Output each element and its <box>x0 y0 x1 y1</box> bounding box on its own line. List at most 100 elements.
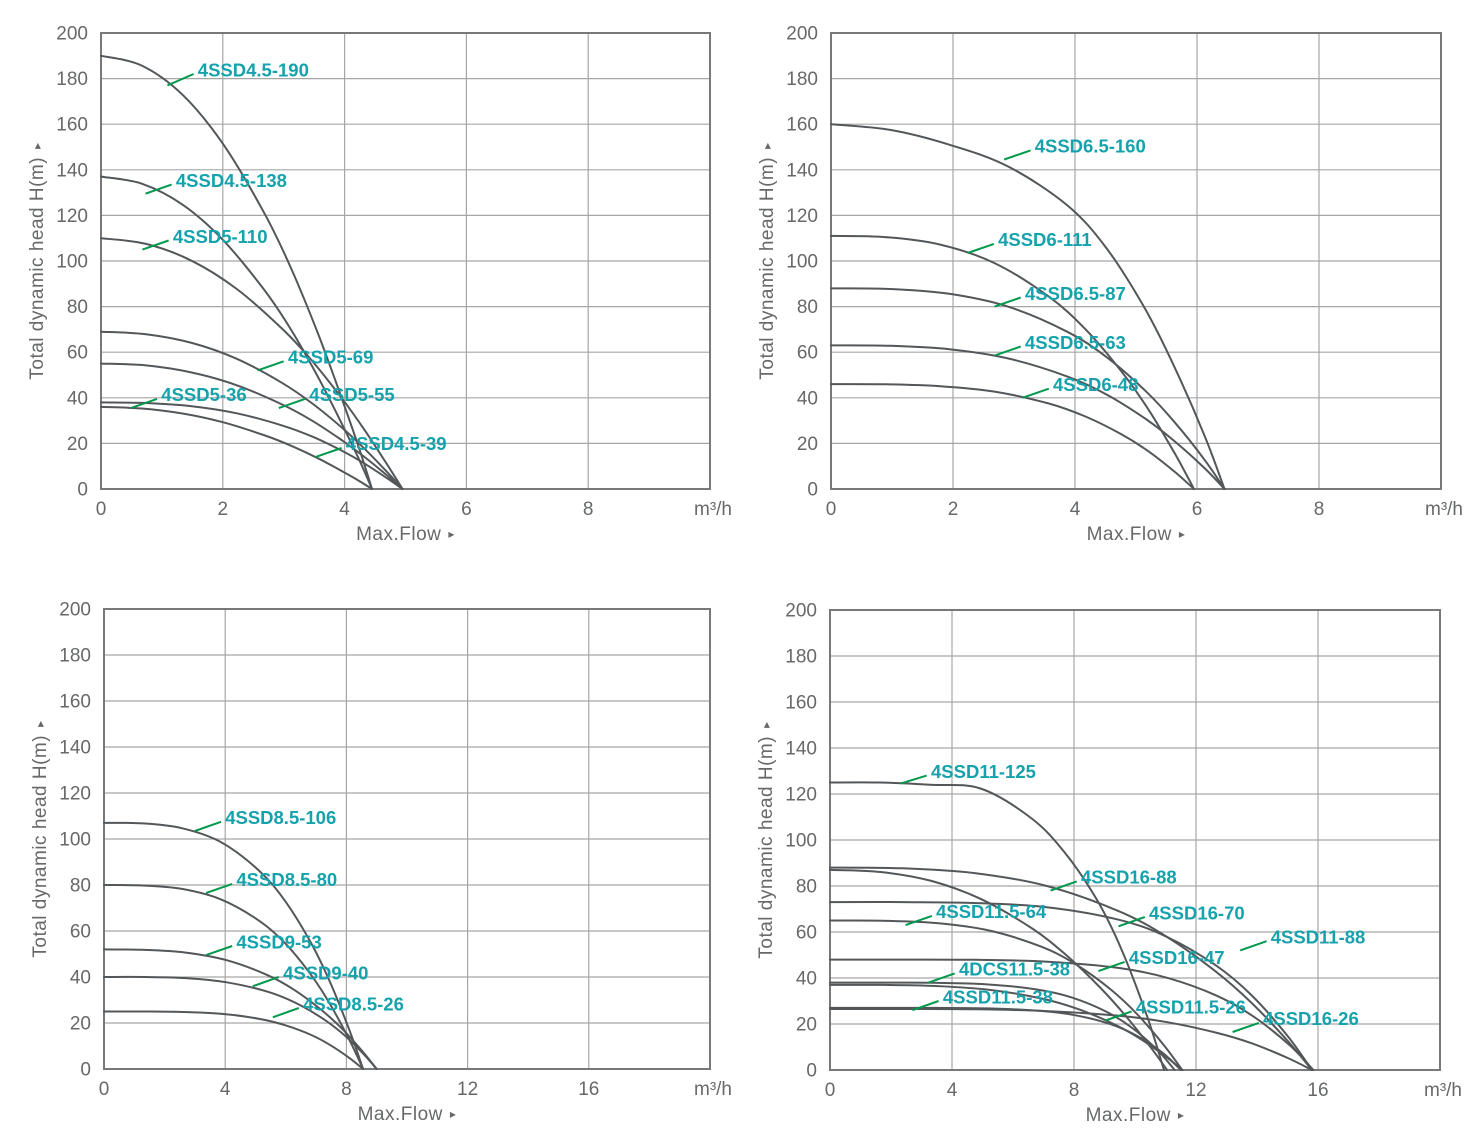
x-axis-arrow-icon: ▸ <box>1179 527 1186 541</box>
curve-label: 4SSD8.5-26 <box>303 993 404 1014</box>
label-leader-line <box>257 360 285 372</box>
curve-4SSD9-53 <box>103 948 378 1070</box>
curve-4SSD9-40 <box>103 975 378 1070</box>
y-tick-label: 160 <box>59 692 91 713</box>
chart-bottom-right: 0 20 40 60 80 100 120 140 160 180 200 0 4 8 12 16 m³/h Ma… <box>756 601 1462 1127</box>
y-tick-label: 100 <box>56 252 88 273</box>
y-tick-label: 60 <box>67 343 88 364</box>
y-tick-label: 0 <box>807 480 818 501</box>
y-tick-label: 0 <box>80 1060 91 1081</box>
label-leader-line <box>967 242 995 254</box>
x-tick-label: 2 <box>218 499 229 520</box>
x-tick-label: 8 <box>1069 1080 1080 1101</box>
label-leader-line <box>994 296 1022 308</box>
curve-4SSD6.5-160 <box>830 123 1226 490</box>
chart-top-left: 0 20 40 60 80 100 120 140 160 180 200 0 2 4 6 8 m³/h Max.… <box>27 24 732 546</box>
curve-4SSD16-70 <box>829 901 1313 1071</box>
y-tick-label: 20 <box>70 1014 91 1035</box>
y-tick-label: 140 <box>786 160 818 181</box>
y-tick-label: 40 <box>70 968 91 989</box>
y-axis-arrow-icon: ▸ <box>760 142 774 149</box>
curve-4SSD6.5-87 <box>830 287 1226 490</box>
curve-4SSD11.5-38 <box>829 983 1184 1071</box>
y-tick-label: 180 <box>785 647 817 668</box>
curve-label: 4SSD5-55 <box>309 384 394 405</box>
curve-label: 4SSD6.5-63 <box>1025 332 1126 353</box>
y-tick-label: 60 <box>797 343 818 364</box>
x-axis-unit: m³/h <box>1424 1080 1462 1101</box>
y-tick-label: 0 <box>77 480 88 501</box>
y-tick-label: 160 <box>56 115 88 136</box>
y-tick-label: 120 <box>56 206 88 227</box>
label-leader-line <box>912 1000 939 1012</box>
y-axis-label: Total dynamic head H(m)▸ <box>756 721 777 958</box>
label-leader-line <box>194 820 222 832</box>
curve-4SSD4.5-190 <box>100 54 373 490</box>
curve-label: 4SSD9-40 <box>283 962 368 983</box>
y-tick-label: 120 <box>59 784 91 805</box>
x-axis-unit: m³/h <box>694 1079 732 1100</box>
x-tick-label: 4 <box>947 1080 958 1101</box>
curve-label: 4SSD16-26 <box>1263 1008 1359 1029</box>
label-leader-line <box>272 1007 300 1019</box>
label-leader-line <box>1050 880 1078 892</box>
curve-label: 4SSD11-88 <box>1271 927 1366 948</box>
x-tick-label: 8 <box>341 1079 352 1100</box>
curve-4SSD5-55 <box>100 362 404 490</box>
chart-top-right: 0 20 40 60 80 100 120 140 160 180 200 0 2 4 6 8 m³/h Max.… <box>757 24 1463 546</box>
y-tick-label: 0 <box>806 1061 817 1082</box>
curve-label: 4SSD5-69 <box>288 347 373 368</box>
plot-border <box>103 608 711 1070</box>
label-leader-line <box>905 914 933 927</box>
y-tick-label: 200 <box>785 601 817 622</box>
curve-4SSD11.5-64 <box>829 919 1184 1071</box>
y-tick-label: 80 <box>796 877 817 898</box>
curve-label: 4SSD16-70 <box>1149 902 1245 923</box>
y-tick-label: 20 <box>797 434 818 455</box>
y-axis-arrow-icon: ▸ <box>33 720 47 727</box>
x-tick-label: 6 <box>1192 499 1203 520</box>
x-axis-arrow-icon: ▸ <box>1178 1108 1185 1122</box>
curve-label: 4SSD11.5-26 <box>1136 997 1246 1018</box>
curve-4SSD8.5-26 <box>103 1010 365 1070</box>
label-leader-line <box>928 972 956 984</box>
curve-4SSD6-48 <box>830 383 1195 490</box>
y-axis-label: Total dynamic head H(m)▸ <box>27 142 48 379</box>
y-tick-label: 180 <box>786 69 818 90</box>
plot-border <box>100 32 711 490</box>
label-leader-line <box>142 239 169 251</box>
curve-4SSD8.5-106 <box>103 821 365 1070</box>
y-tick-label: 80 <box>67 297 88 318</box>
label-leader-line <box>252 976 280 988</box>
curve-label: 4SSD4.5-190 <box>198 59 309 80</box>
curve-label: 4SSD16-88 <box>1081 867 1177 888</box>
x-tick-label: 4 <box>220 1079 231 1100</box>
x-tick-label: 6 <box>461 499 472 520</box>
y-tick-label: 180 <box>59 646 91 667</box>
x-tick-label: 0 <box>826 499 837 520</box>
curve-4SSD8.5-80 <box>103 884 365 1070</box>
y-tick-label: 100 <box>785 831 817 852</box>
y-tick-label: 100 <box>786 252 818 273</box>
y-tick-label: 60 <box>70 922 91 943</box>
curve-label: 4SSD4.5-138 <box>176 170 287 191</box>
curve-label: 4SSD5-36 <box>161 384 246 405</box>
x-tick-label: 8 <box>1314 499 1325 520</box>
y-tick-label: 40 <box>67 388 88 409</box>
y-tick-label: 40 <box>796 969 817 990</box>
x-tick-label: 8 <box>583 499 594 520</box>
curve-4SSD5-69 <box>100 330 404 490</box>
curve-4SSD11-88 <box>829 868 1168 1071</box>
curve-label: 4SSD6-48 <box>1053 374 1138 395</box>
plot-border <box>830 32 1442 490</box>
curve-label: 4SSD11.5-38 <box>943 986 1053 1007</box>
curve-4SSD5-36 <box>100 401 404 490</box>
label-leader-line <box>130 397 158 410</box>
x-tick-label: 4 <box>339 499 350 520</box>
label-leader-line <box>1022 387 1050 399</box>
curve-label: 4SSD8.5-106 <box>225 807 336 828</box>
y-tick-label: 20 <box>67 434 88 455</box>
chart-bottom-left: 0 20 40 60 80 100 120 140 160 180 200 0 4 8 12 16 m³/h Ma… <box>30 600 732 1126</box>
x-tick-label: 16 <box>1307 1080 1328 1101</box>
